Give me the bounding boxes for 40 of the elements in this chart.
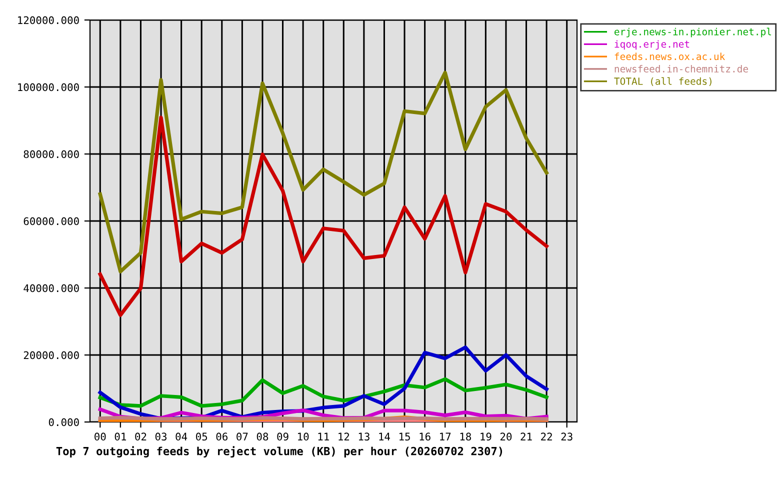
x-tick-label: 22 <box>541 432 552 440</box>
x-tick-label: 00 <box>94 432 106 441</box>
x-tick-label: 05 <box>196 432 208 441</box>
x-tick-label: 01 <box>114 432 126 441</box>
line-series <box>98 70 548 274</box>
line-series <box>98 116 548 317</box>
x-tick-label: 10 <box>298 432 309 441</box>
x-tick-label: 18 <box>460 432 471 441</box>
text: Top 7 outgoing feeds by reject volume (KB) per hour (20260702 2307) <box>56 446 502 458</box>
legend-label: feeds.news.ox.ac.uk <box>614 52 726 60</box>
x-tick-label: 17 <box>440 432 451 440</box>
x-tick-label: 03 <box>155 432 167 441</box>
x-tick-label: 11 <box>318 432 329 440</box>
x-tick-label: 19 <box>480 432 492 441</box>
y-tick-label: 100000.000 <box>18 83 79 92</box>
x-tick-label: 23 <box>561 432 572 441</box>
x-tick-label: 07 <box>236 432 248 441</box>
x-tick-label: 08 <box>256 432 268 441</box>
legend-label: iqoq.erje.net <box>614 40 690 50</box>
y-tick-label: 0.000 <box>48 418 79 426</box>
y-tick-label: 80000.000 <box>24 150 79 158</box>
x-tick-label: 04 <box>176 432 188 441</box>
y-tick-label: 60000.000 <box>24 217 79 226</box>
x-tick-label: 20 <box>500 432 512 441</box>
y-tick-label: 20000.000 <box>24 351 79 360</box>
y-tick-label: 40000.000 <box>24 284 79 292</box>
legend-label: newsfeed.in-chemnitz.de <box>614 64 748 73</box>
x-tick-label: 14 <box>379 432 390 440</box>
y-tick-label: 120000.000 <box>18 16 79 24</box>
legend-label: TOTAL (all feeds) <box>614 77 712 86</box>
line-series <box>98 377 548 408</box>
x-tick-label: 12 <box>338 432 350 440</box>
x-tick-label: 21 <box>520 432 532 440</box>
x-tick-label: 16 <box>420 432 430 441</box>
x-tick-label: 15 <box>400 432 410 441</box>
legend-label: erje.news-in.pionier.net.pl <box>614 28 772 38</box>
x-tick-label: 06 <box>216 432 228 441</box>
x-tick-label: 13 <box>358 432 370 441</box>
x-tick-label: 09 <box>277 432 288 441</box>
x-tick-label: 02 <box>135 432 146 441</box>
